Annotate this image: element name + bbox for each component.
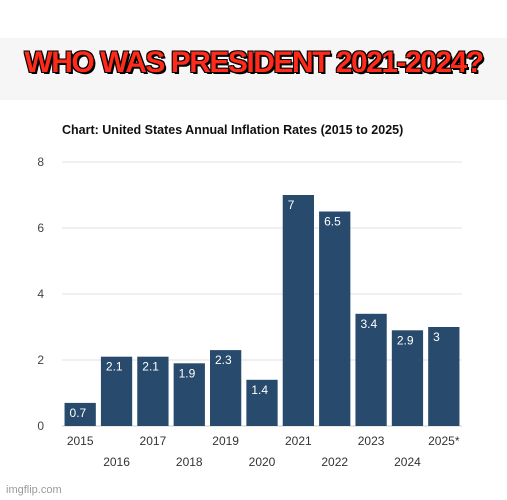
caption-band xyxy=(0,38,507,100)
y-tick-label: 8 xyxy=(37,155,44,169)
bar xyxy=(137,356,169,426)
bar xyxy=(428,327,460,426)
x-tick-label: 2024 xyxy=(394,455,421,469)
x-tick-label: 2023 xyxy=(358,434,385,448)
x-tick-label: 2025* xyxy=(428,434,460,448)
x-tick-label: 2015 xyxy=(67,434,94,448)
data-label: 2.1 xyxy=(142,360,159,374)
bar xyxy=(64,402,96,426)
meme-caption: WHO WAS PRESIDENT 2021-2024? xyxy=(24,45,485,79)
chart-title: Chart: United States Annual Inflation Ra… xyxy=(62,123,404,137)
bar xyxy=(282,195,314,426)
x-tick-label: 2020 xyxy=(249,455,276,469)
bar xyxy=(100,356,133,426)
data-label: 3.4 xyxy=(360,317,377,331)
x-tick-label: 2016 xyxy=(103,455,130,469)
x-tick-label: 2017 xyxy=(140,434,167,448)
x-tick-label: 2022 xyxy=(321,455,348,469)
bar xyxy=(246,379,278,426)
x-tick-label: 2019 xyxy=(212,434,239,448)
imgflip-watermark: imgflip.com xyxy=(6,484,62,496)
bar xyxy=(210,350,242,426)
y-tick-label: 0 xyxy=(37,419,44,433)
bar xyxy=(319,211,351,426)
bar xyxy=(391,330,424,426)
data-label: 6.5 xyxy=(324,215,341,229)
data-label: 2.3 xyxy=(215,353,232,367)
x-tick-label: 2021 xyxy=(285,434,312,448)
data-label: 3 xyxy=(433,330,440,344)
bar xyxy=(173,363,205,426)
bar xyxy=(355,313,387,426)
data-label: 1.9 xyxy=(179,366,196,380)
y-tick-label: 2 xyxy=(37,353,44,367)
data-label: 2.1 xyxy=(106,360,123,374)
y-tick-label: 4 xyxy=(37,287,44,301)
x-tick-label: 2018 xyxy=(176,455,203,469)
data-label: 1.4 xyxy=(251,383,268,397)
data-label: 2.9 xyxy=(397,333,414,347)
data-label: 0.7 xyxy=(70,406,87,420)
y-tick-label: 6 xyxy=(37,221,44,235)
data-label: 7 xyxy=(288,198,295,212)
